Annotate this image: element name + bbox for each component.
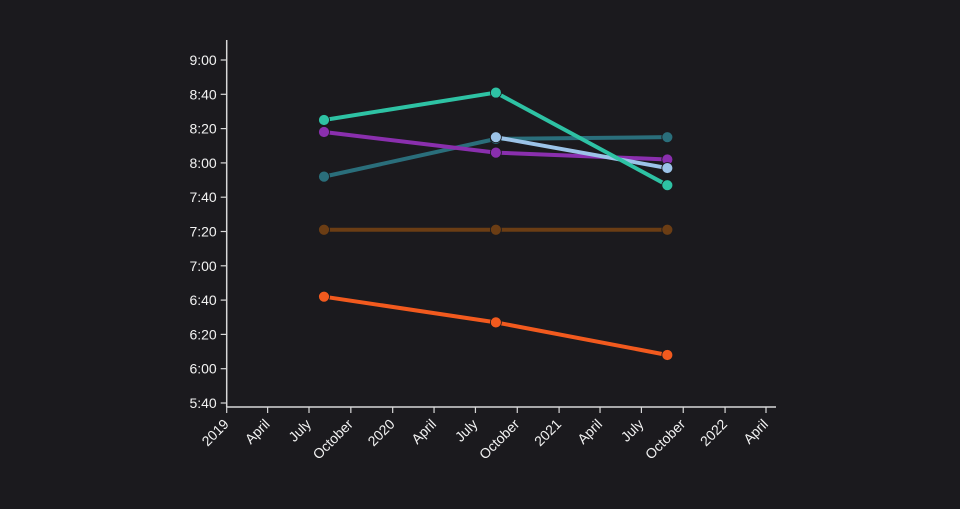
y-axis: 5:40 6:00 6:20 6:40 7:00 7:20 7:40 8:00 8:20 8:40… [189, 40, 228, 411]
x-tick-label: 2022 [697, 416, 730, 449]
y-tick-label: 8:40 [189, 86, 216, 102]
data-point[interactable] [661, 349, 674, 361]
data-point[interactable] [489, 146, 502, 159]
series-1 [318, 290, 674, 361]
x-tick-label: July [618, 416, 647, 445]
data-point[interactable] [318, 126, 330, 138]
data-point[interactable] [661, 131, 674, 144]
x-tick-label: 2020 [364, 416, 397, 449]
y-tick-label: 7:20 [189, 224, 216, 240]
data-point[interactable] [661, 179, 674, 192]
series-0 [318, 223, 674, 236]
data-point[interactable] [489, 223, 502, 236]
series-5 [318, 86, 674, 192]
y-tick-label: 6:00 [189, 361, 216, 377]
x-tick-label: July [285, 416, 314, 445]
y-tick-label: 7:00 [189, 258, 216, 274]
data-point[interactable] [661, 223, 674, 236]
y-tick-label: 8:00 [189, 155, 216, 171]
data-point[interactable] [489, 316, 502, 329]
data-point[interactable] [318, 223, 330, 236]
data-point[interactable] [318, 290, 330, 303]
x-tick-label: April [408, 416, 439, 447]
x-tick-label: April [242, 416, 273, 447]
series-line [493, 135, 670, 171]
x-tick-label: 2021 [531, 416, 564, 449]
x-tick-label: April [740, 416, 771, 447]
y-tick-label: 6:40 [189, 292, 216, 308]
x-tick-label: 2019 [198, 416, 231, 449]
data-point[interactable] [489, 86, 502, 99]
x-tick-label: July [452, 416, 481, 445]
x-tick-label: October [476, 416, 523, 463]
series-group [318, 86, 674, 361]
y-tick-label: 9:00 [189, 52, 216, 68]
y-tick-label: 5:40 [189, 395, 216, 411]
y-tick-label: 8:20 [189, 121, 216, 137]
x-tick-label: October [309, 416, 356, 463]
series-4 [489, 131, 674, 174]
y-tick-label: 7:40 [189, 189, 216, 205]
y-tick-label: 6:20 [189, 326, 216, 342]
data-point[interactable] [318, 170, 330, 183]
data-point[interactable] [318, 114, 330, 126]
x-tick-label: October [642, 416, 689, 463]
data-point[interactable] [489, 131, 502, 144]
x-tick-label: April [574, 416, 605, 447]
data-point[interactable] [661, 162, 674, 174]
